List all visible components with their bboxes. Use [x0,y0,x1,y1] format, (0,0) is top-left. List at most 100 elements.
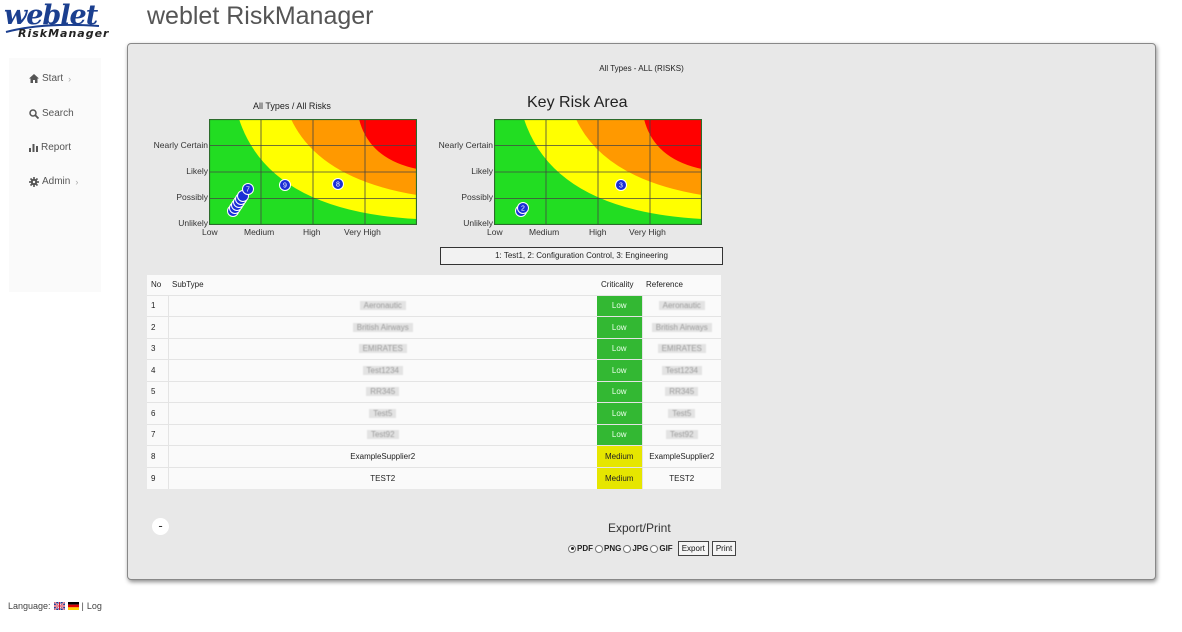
logo-swoosh-icon [5,24,100,33]
format-label: PNG [604,544,622,553]
subtype-cell: Test5 [167,402,597,424]
table-row[interactable]: 5 RR345 Low RR345 [147,380,721,403]
row-number: 4 [147,359,168,381]
reference-text: EMIRATES [657,344,706,354]
matrix-left-xlabel-high: High [303,227,321,237]
matrix-left-ylabel-likely: Likely [186,166,208,176]
language-bar: Language: | Log [8,601,102,611]
row-number: 2 [147,316,168,338]
reference-cell: TEST2 [641,466,721,489]
risk-overview-panel: All Types - ALL (RISKS) All Types / All … [127,43,1156,580]
format-label: GIF [659,544,673,553]
uk-flag-icon[interactable] [53,602,65,610]
marker-label: 9 [283,183,287,190]
matrix-right-ylabel-likely: Likely [471,166,493,176]
subtype-text: Aeronautic [359,301,406,311]
app-title: weblet RiskManager [147,2,374,30]
chevron-right-icon: › [68,73,72,84]
criticality-badge: Low [597,316,642,338]
criticality-badge: Low [597,294,642,317]
sidebar-item-search[interactable]: Search [29,108,74,119]
german-flag-icon[interactable] [67,602,79,610]
subtype-cell: TEST2 [167,466,597,489]
reference-text: British Airways [651,322,712,332]
subtype-cell: RR345 [167,380,597,403]
risk-matrix-right[interactable]: 2 3 [494,119,702,225]
radio-png[interactable] [595,544,603,553]
column-header-subtype: SubType [168,275,597,295]
matrix-left-xlabel-low: Low [202,227,218,237]
subtype-text: TEST2 [370,473,396,483]
sidebar-item-label: Admin [42,176,71,187]
radio-pdf[interactable] [568,544,576,553]
matrix-right-xlabel-very-high: Very High [629,227,666,237]
marker-label: 2 [521,206,525,213]
subtype-text: ExampleSupplier2 [350,451,416,461]
matrix-right-title: Key Risk Area [527,94,628,111]
table-row[interactable]: 2 British Airways Low British Airways [147,316,721,338]
format-label: JPG [632,544,649,553]
language-label: Language: [8,601,51,611]
row-number: 7 [147,423,168,446]
risk-matrix-left[interactable]: 7 9 8 [209,119,417,225]
table-row[interactable]: 7 Test92 Low Test92 [147,423,721,446]
table-row[interactable]: 9 TEST2 Medium TEST2 [147,466,721,489]
format-option-png[interactable]: PNG [595,544,621,553]
sidebar-item-start[interactable]: Start › [29,73,71,84]
table-row[interactable]: 1 Aeronautic Low Aeronautic [147,294,721,317]
table-row[interactable]: 8 ExampleSupplier2 Medium ExampleSupplier2 [147,445,721,467]
subtype-cell: Aeronautic [167,294,597,317]
format-option-gif[interactable]: GIF [650,544,673,553]
column-header-no: No [147,275,168,295]
reference-text: Test92 [665,430,698,440]
subtype-cell: EMIRATES [167,337,597,360]
reference-cell: Test92 [641,423,721,446]
radio-gif[interactable] [650,544,659,553]
row-number: 5 [147,380,168,403]
table-row[interactable]: 3 EMIRATES Low EMIRATES [147,337,721,360]
subtype-text: British Airways [352,322,413,332]
matrix-left-ylabel-possibly: Possibly [176,192,208,202]
matrix-legend: 1: Test1, 2: Configuration Control, 3: E… [440,247,723,265]
row-number: 1 [147,294,168,317]
matrix-right-ylabel-unlikely: Unlikely [463,218,493,228]
footer-separator: | [81,601,84,611]
criticality-badge: Medium [597,466,642,489]
subtype-cell: Test1234 [167,359,597,381]
log-link[interactable]: Log [86,601,102,611]
sidebar-item-label: Report [41,142,72,153]
sidebar-item-report[interactable]: Report [29,142,71,153]
table-row[interactable]: 4 Test1234 Low Test1234 [147,359,721,381]
radio-jpg[interactable] [623,544,632,553]
matrix-left-ylabel-unlikely: Unlikely [178,218,208,228]
print-button[interactable]: Print [711,541,737,556]
marker-label: 3 [619,183,623,190]
export-title: Export/Print [608,521,671,535]
row-number: 6 [147,402,168,424]
matrix-left-ylabel-nearly-certain: Nearly Certain [153,140,208,150]
criticality-badge: Low [597,402,642,424]
matrix-right-ylabel-nearly-certain: Nearly Certain [438,140,493,150]
sidebar [9,58,101,292]
criticality-badge: Low [597,423,642,446]
format-option-pdf[interactable]: PDF [568,544,593,553]
reference-cell: Test1234 [641,359,721,381]
export-controls: PDF PNG JPG GIF Export Print [568,541,737,556]
matrix-right-xlabel-low: Low [487,227,503,237]
matrix-right-ylabel-possibly: Possibly [461,192,493,202]
subtype-text: Test5 [369,408,397,418]
format-option-jpg[interactable]: JPG [623,544,648,553]
weblet-logo[interactable]: weblet RiskManager [4,2,122,44]
table-row[interactable]: 6 Test5 Low Test5 [147,402,721,424]
reference-cell: EMIRATES [641,337,721,360]
reference-cell: ExampleSupplier2 [641,445,721,467]
matrix-left-title: All Types / All Risks [253,101,331,111]
export-button[interactable]: Export [677,541,709,556]
criticality-badge: Low [597,337,642,360]
search-icon [29,108,39,119]
format-label: PDF [577,544,593,553]
criticality-badge: Medium [597,445,642,467]
collapse-button[interactable]: - [152,518,169,535]
sidebar-item-admin[interactable]: Admin › [29,176,78,187]
subtype-text: RR345 [366,387,400,397]
